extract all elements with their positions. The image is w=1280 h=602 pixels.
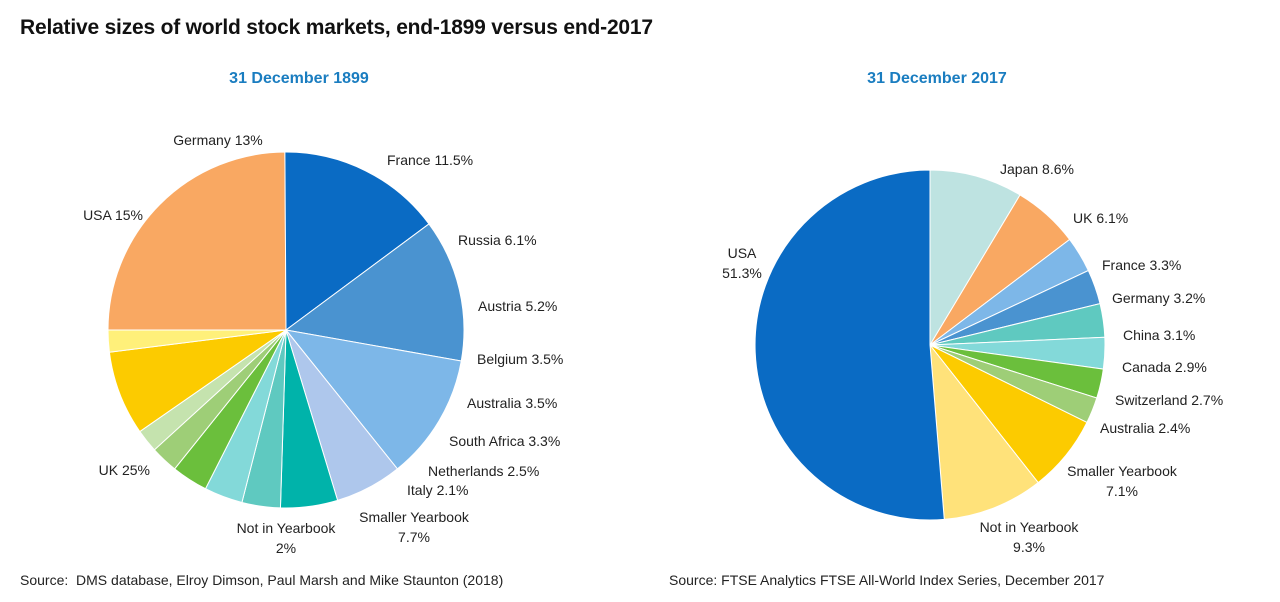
slice-label-australia-1899: Australia 3.5% <box>467 395 557 411</box>
slice-label-canada-2017: Canada 2.9% <box>1122 359 1207 375</box>
slice-label-not-in-yearbook-1899: Not in Yearbook 2% <box>237 520 337 556</box>
slice-label-china-2017: China 3.1% <box>1123 327 1195 343</box>
pie-slice-france-1899 <box>284 329 462 470</box>
slice-label-russia-1899: Russia 6.1% <box>458 232 537 248</box>
pie-slice-germany-1899 <box>284 223 465 362</box>
pie-slice-usa-2017 <box>754 169 945 521</box>
source-note-1899: Source: DMS database, Elroy Dimson, Paul… <box>20 572 504 588</box>
slice-label-uk-1899: UK 25% <box>99 462 150 478</box>
slice-label-germany-2017: Germany 3.2% <box>1112 290 1205 306</box>
page-title: Relative sizes of world stock markets, e… <box>20 16 653 39</box>
pie-slice-japan-2017 <box>929 169 1021 347</box>
slice-label-usa-2017: USA 51.3% <box>722 245 762 281</box>
slice-label-belgium-1899: Belgium 3.5% <box>477 351 563 367</box>
pie-chart-1899: 31 December 1899 UK 25% USA 15% Germany 13… <box>83 70 563 556</box>
slice-label-italy-1899: Italy 2.1% <box>407 482 468 498</box>
pie-slice-not-in-yearbook-2017 <box>929 343 1039 520</box>
slice-label-japan-2017: Japan 8.6% <box>1000 161 1074 177</box>
slice-label-south-africa-1899: South Africa 3.3% <box>449 433 560 449</box>
slice-label-austria-1899: Austria 5.2% <box>478 298 557 314</box>
slice-label-france-2017: France 3.3% <box>1102 257 1181 273</box>
pie-slice-usa-1899 <box>284 151 430 331</box>
slice-label-smaller-yearbook-1899: Smaller Yearbook 7.7% <box>359 509 470 545</box>
slice-label-usa-1899: USA 15% <box>83 207 143 223</box>
slice-label-germany-1899: Germany 13% <box>173 132 262 148</box>
chart-title-2017: 31 December 2017 <box>867 70 1007 87</box>
pie-chart-2017: 31 December 2017 Japan 8.6% UK 6.1% France… <box>722 70 1223 555</box>
pie-labels-1899: UK 25% USA 15% Germany 13% France 11.5% Russ… <box>83 132 563 556</box>
pie-slice-not-in-yearbook-1899 <box>107 329 287 353</box>
pie-labels-2017: Japan 8.6% UK 6.1% France 3.3% Germany 3.2%… <box>722 161 1223 555</box>
pie-slice-uk-1899 <box>107 151 287 331</box>
pie-slices-1899 <box>107 151 465 509</box>
slice-label-smaller-yearbook-2017: Smaller Yearbook 7.1% <box>1067 463 1178 499</box>
slice-label-switzerland-2017: Switzerland 2.7% <box>1115 392 1223 408</box>
slice-label-netherlands-1899: Netherlands 2.5% <box>428 463 539 479</box>
slice-label-australia-2017: Australia 2.4% <box>1100 420 1190 436</box>
source-note-2017: Source: FTSE Analytics FTSE All-World In… <box>669 572 1105 588</box>
slice-label-uk-2017: UK 6.1% <box>1073 210 1128 226</box>
slice-label-france-1899: France 11.5% <box>387 152 473 168</box>
pie-slices-2017 <box>754 169 1106 521</box>
slice-label-not-in-yearbook-2017: Not in Yearbook 9.3% <box>980 519 1080 555</box>
chart-title-1899: 31 December 1899 <box>229 70 369 87</box>
